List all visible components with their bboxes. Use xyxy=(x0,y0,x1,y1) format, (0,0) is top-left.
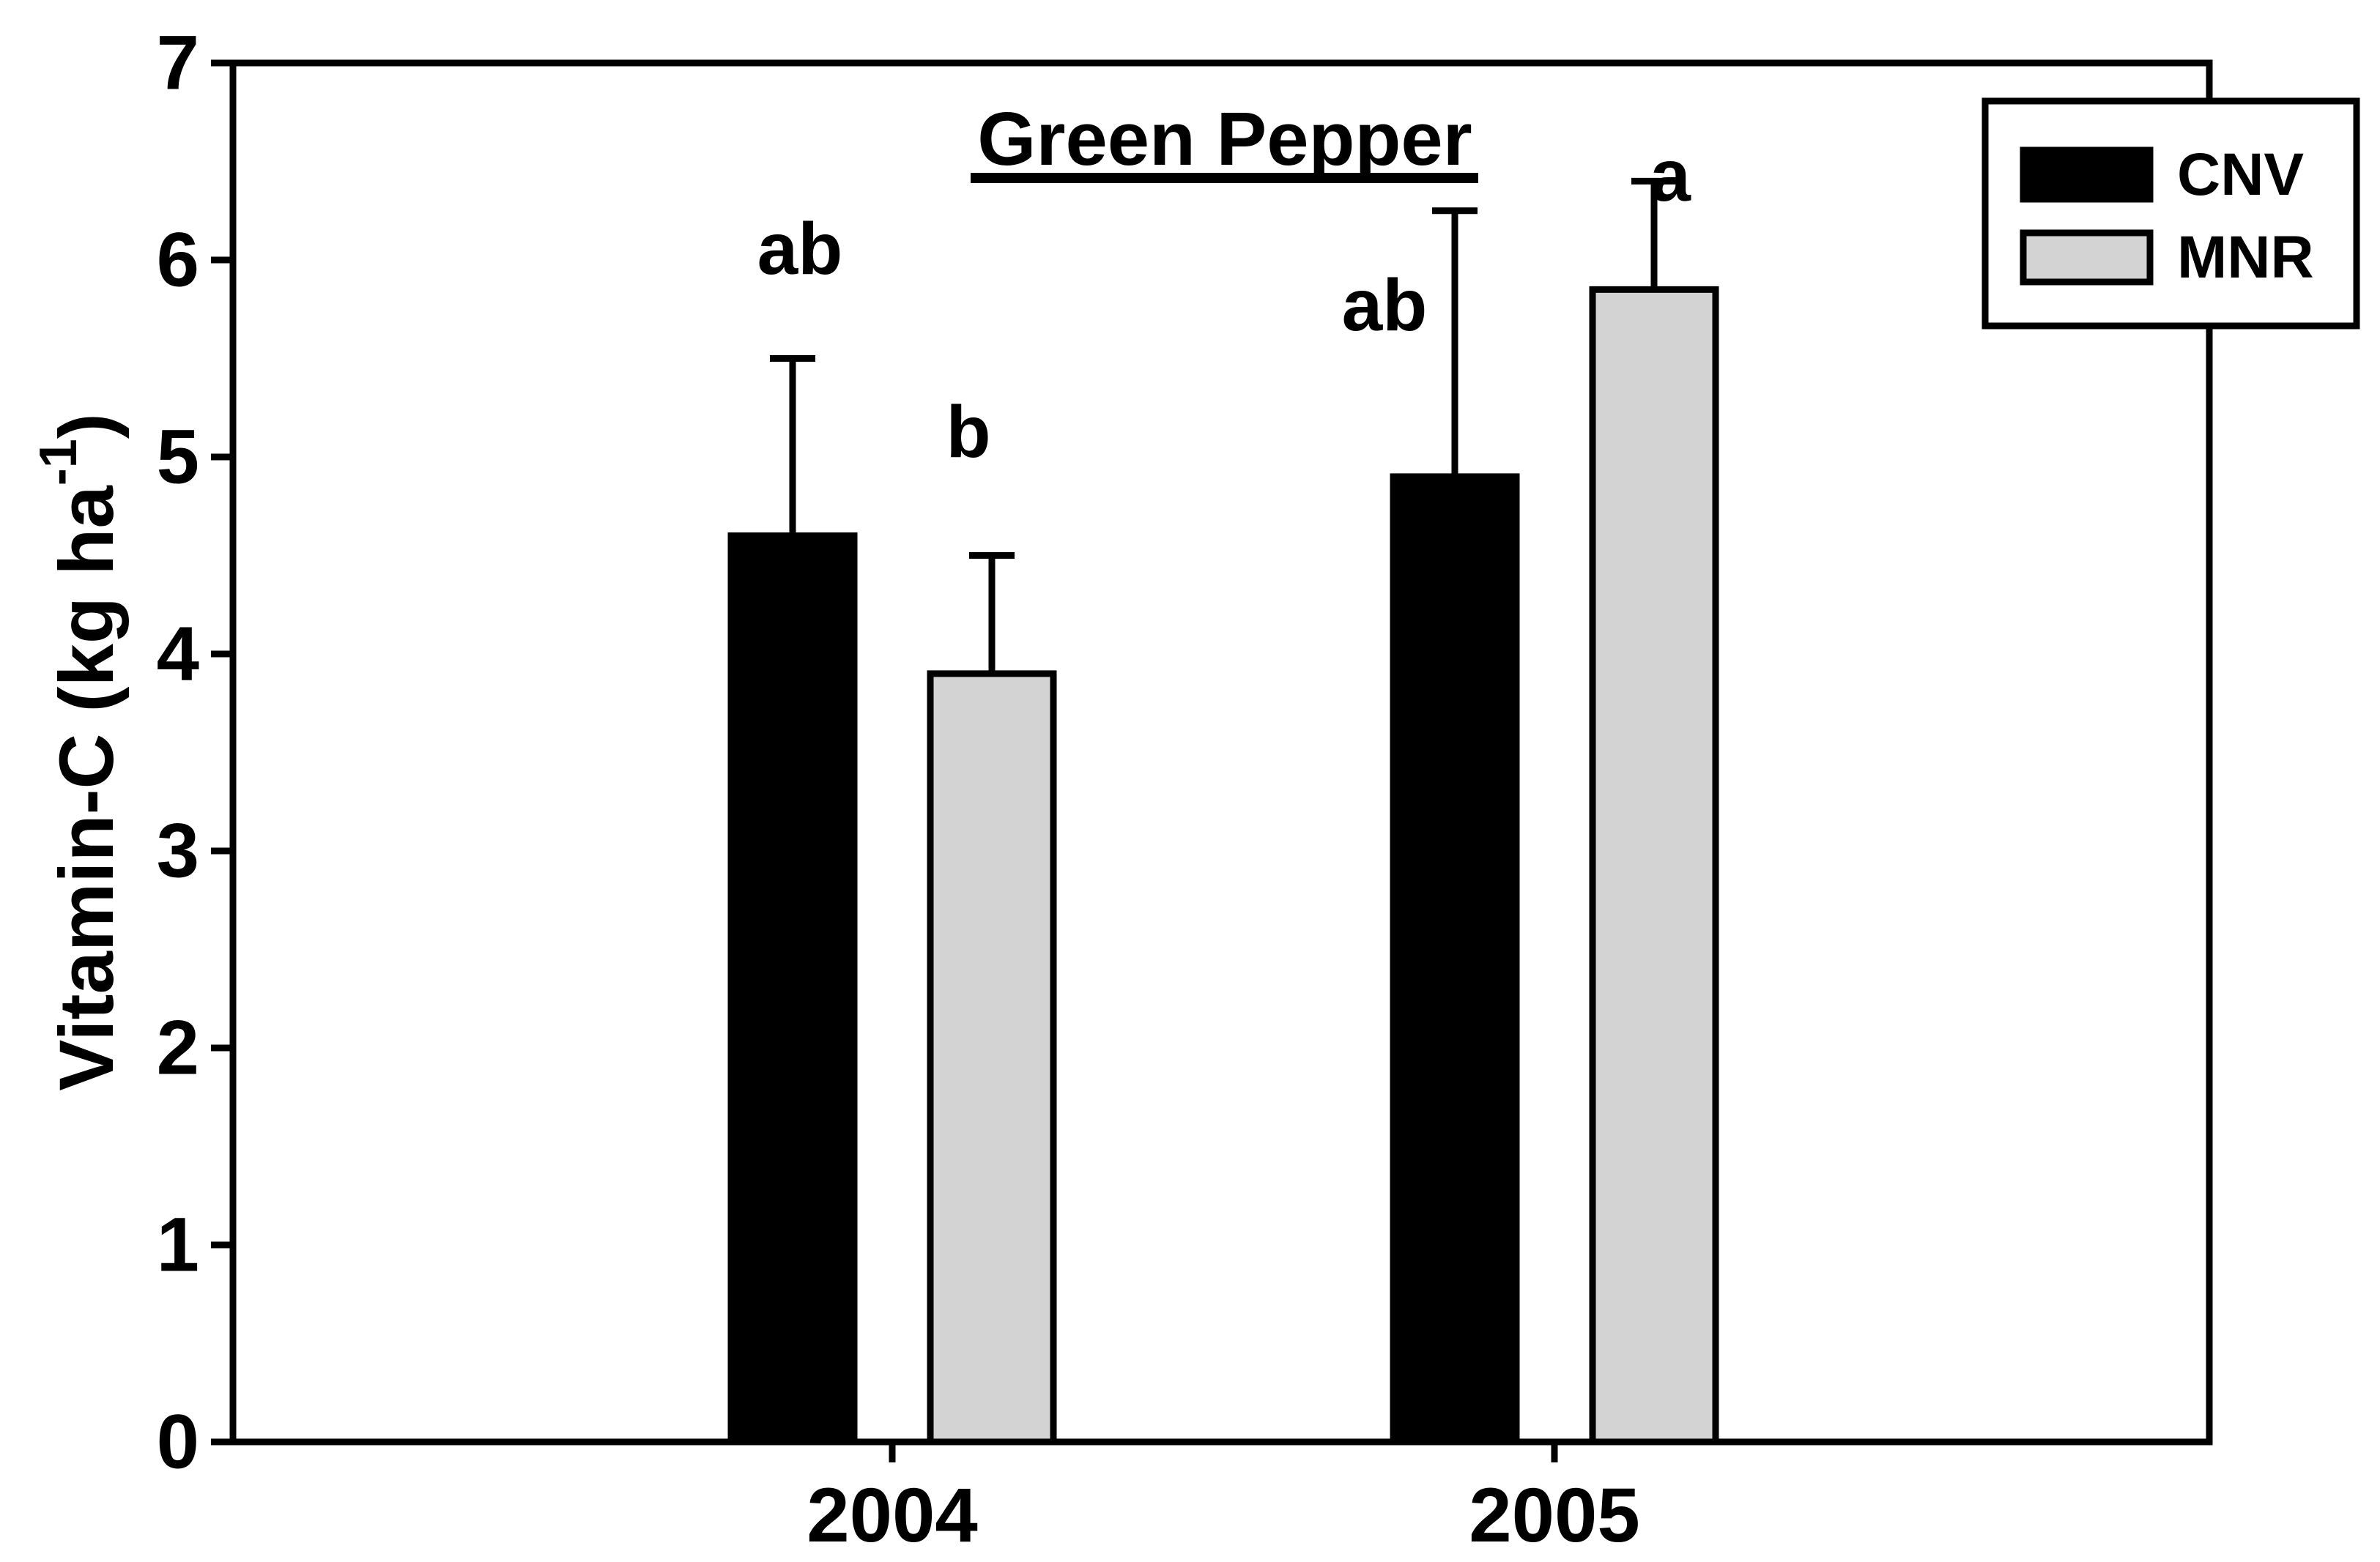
bar-CNV-2005 xyxy=(1390,473,1520,1446)
plot-border xyxy=(229,59,2213,1446)
sig-label-CNV-2005: ab xyxy=(1342,264,1428,346)
sig-label-MNR-2005: a xyxy=(1650,135,1691,217)
legend-label-CNV: CNV xyxy=(2177,141,2304,208)
y-axis-tick-label: 5 xyxy=(157,414,199,500)
bar-MNR-2004 xyxy=(927,670,1057,1446)
y-axis-tick-label: 1 xyxy=(157,1202,199,1288)
legend-box xyxy=(1982,97,2360,330)
legend-swatch-CNV xyxy=(2020,146,2154,203)
bar-MNR-2005 xyxy=(1589,286,1719,1446)
sig-label-MNR-2004: b xyxy=(946,391,990,473)
chart-title-underline xyxy=(971,173,1478,183)
y-axis-tick-label: 6 xyxy=(157,217,199,303)
y-axis-tick-label: 4 xyxy=(157,611,199,697)
y-axis-tick-label: 2 xyxy=(157,1005,199,1091)
bar-CNV-2004 xyxy=(727,532,858,1446)
y-axis-tick-label: 7 xyxy=(157,21,199,106)
sig-label-CNV-2004: ab xyxy=(757,208,843,290)
chart-title: Green Pepper xyxy=(977,97,1472,181)
y-axis-title: Vitamin-C (kg ha-1) xyxy=(29,413,130,1091)
y-axis-tick-label: 0 xyxy=(157,1399,199,1485)
legend-swatch-MNR xyxy=(2020,229,2154,286)
legend-label-MNR: MNR xyxy=(2177,224,2314,291)
x-axis-tick-label: 2004 xyxy=(807,1473,978,1558)
y-axis-tick-label: 3 xyxy=(157,808,199,894)
x-axis-tick-label: 2005 xyxy=(1469,1473,1640,1558)
